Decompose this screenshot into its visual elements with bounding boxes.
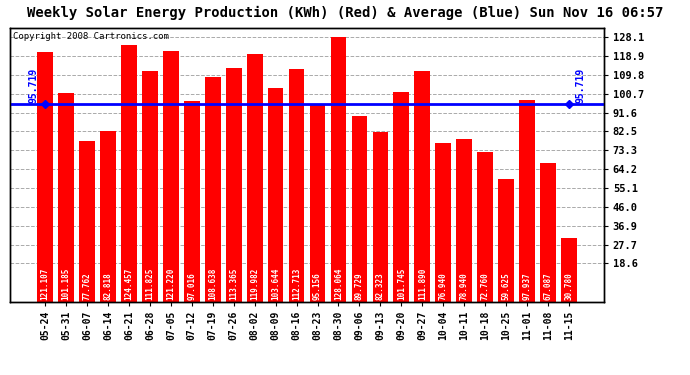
Text: 97.016: 97.016 [187, 272, 197, 300]
Bar [477, 152, 493, 302]
Bar [247, 54, 262, 302]
Bar [498, 179, 514, 302]
Bar [331, 37, 346, 302]
Bar [58, 93, 74, 302]
Text: 121.107: 121.107 [41, 267, 50, 300]
Bar [456, 139, 472, 302]
Text: Copyright 2008 Cartronics.com: Copyright 2008 Cartronics.com [13, 32, 169, 41]
Bar [352, 117, 367, 302]
Text: 101.185: 101.185 [61, 267, 70, 300]
Bar [435, 143, 451, 302]
Text: 95.719: 95.719 [575, 68, 585, 103]
Text: 113.365: 113.365 [229, 267, 238, 300]
Text: 82.323: 82.323 [376, 272, 385, 300]
Text: 95.719: 95.719 [29, 68, 39, 103]
Text: 119.982: 119.982 [250, 267, 259, 300]
Text: 30.780: 30.780 [564, 272, 573, 300]
Text: 59.625: 59.625 [502, 272, 511, 300]
Bar [519, 99, 535, 302]
Bar [288, 69, 304, 302]
Text: 95.156: 95.156 [313, 272, 322, 300]
Text: Weekly Solar Energy Production (KWh) (Red) & Average (Blue) Sun Nov 16 06:57: Weekly Solar Energy Production (KWh) (Re… [27, 6, 663, 20]
Text: 124.457: 124.457 [124, 267, 133, 300]
Bar [310, 105, 326, 302]
Bar [268, 88, 284, 302]
Text: 128.064: 128.064 [334, 267, 343, 300]
Text: 121.220: 121.220 [166, 267, 175, 300]
Bar [205, 77, 221, 302]
Bar [79, 141, 95, 302]
Bar [415, 71, 430, 302]
Text: 82.818: 82.818 [104, 272, 112, 300]
Bar [163, 51, 179, 302]
Bar [100, 131, 116, 302]
Text: 89.729: 89.729 [355, 272, 364, 300]
Text: 108.638: 108.638 [208, 267, 217, 300]
Bar [142, 71, 158, 302]
Bar [226, 68, 241, 302]
Bar [121, 45, 137, 302]
Text: 72.760: 72.760 [481, 272, 490, 300]
Text: 78.940: 78.940 [460, 272, 469, 300]
Bar [561, 238, 577, 302]
Text: 76.940: 76.940 [439, 272, 448, 300]
Text: 101.745: 101.745 [397, 267, 406, 300]
Text: 111.890: 111.890 [417, 267, 427, 300]
Text: 111.825: 111.825 [146, 267, 155, 300]
Text: 67.087: 67.087 [544, 272, 553, 300]
Bar [540, 163, 556, 302]
Text: 97.937: 97.937 [522, 272, 531, 300]
Bar [37, 52, 53, 302]
Bar [373, 132, 388, 302]
Bar [393, 92, 409, 302]
Text: 103.644: 103.644 [271, 267, 280, 300]
Bar [184, 101, 199, 302]
Text: 77.762: 77.762 [83, 272, 92, 300]
Text: 112.713: 112.713 [292, 267, 301, 300]
